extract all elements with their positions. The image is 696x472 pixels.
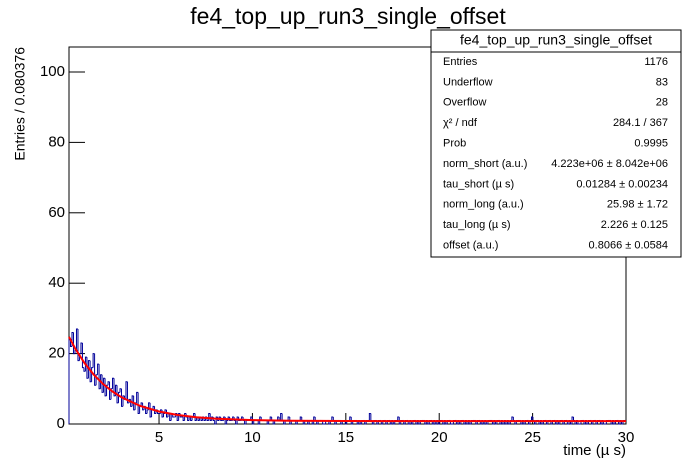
y-tick-label: 0 — [57, 415, 65, 432]
x-tick-label: 15 — [337, 429, 354, 446]
histogram-bin — [145, 406, 148, 414]
chart-title: fe4_top_up_run3_single_offset — [190, 3, 506, 29]
stats-label: Prob — [443, 138, 466, 150]
histogram-bin — [229, 416, 232, 421]
stats-label: Underflow — [443, 76, 493, 88]
histogram-bin — [125, 381, 128, 400]
x-tick-label: 5 — [155, 429, 163, 446]
stats-value: 284.1 / 367 — [613, 117, 668, 129]
histogram-bin — [187, 416, 190, 421]
histogram-bin — [116, 385, 119, 404]
histogram-bin — [77, 328, 80, 362]
stats-label: χ² / ndf — [443, 117, 478, 129]
stats-box: fe4_top_up_run3_single_offset Entries 117… — [430, 29, 682, 258]
stats-label: Entries — [443, 56, 478, 68]
stats-label: Overflow — [443, 97, 486, 109]
histogram-bin — [91, 367, 94, 382]
histogram-bin — [107, 381, 110, 386]
histogram-bin — [149, 402, 152, 418]
histogram-bin — [95, 374, 98, 386]
y-tick-label: 80 — [48, 133, 65, 150]
histogram-bin — [209, 413, 212, 421]
x-tick-label: 20 — [431, 429, 448, 446]
y-tick-label: 40 — [48, 274, 65, 291]
stats-value: 0.9995 — [634, 138, 668, 150]
histogram-bin — [80, 342, 83, 354]
histogram-bin — [119, 388, 122, 393]
histogram-bin — [72, 332, 75, 355]
histogram-bin — [112, 377, 115, 389]
histogram-bin — [169, 413, 172, 421]
stats-value: 4.223e+06 ± 8.042e+06 — [551, 158, 668, 170]
histogram-bin — [137, 392, 140, 414]
y-axis-label: Entries / 0.080376 — [12, 47, 28, 161]
histogram-bin — [87, 360, 91, 379]
stats-value: 28 — [656, 97, 668, 109]
histogram-bin — [83, 367, 86, 372]
stats-value: 25.98 ± 1.72 — [607, 199, 668, 211]
stats-label: norm_short (a.u.) — [443, 158, 527, 170]
histogram-bin — [120, 388, 123, 407]
stats-value: 1176 — [644, 56, 668, 68]
histogram-bin — [182, 416, 185, 421]
histogram-bin — [133, 395, 136, 411]
stats-frame — [430, 29, 682, 258]
stats-label: tau_short (µ s) — [443, 178, 514, 190]
histogram-bin — [194, 413, 197, 421]
stats-label: tau_long (µ s) — [443, 219, 510, 231]
x-tick-label: 30 — [618, 429, 635, 446]
stats-label: norm_long (a.u.) — [443, 199, 524, 211]
fit-curve — [68, 336, 626, 423]
stats-value: 83 — [656, 76, 668, 88]
stats-value: 0.8066 ± 0.0584 — [589, 240, 668, 252]
histogram-bin — [226, 419, 229, 424]
y-tick-label: 60 — [48, 204, 65, 221]
histogram-bin — [154, 406, 157, 414]
histogram-bin — [146, 409, 149, 414]
histogram-bin — [287, 416, 290, 421]
histogram-bin — [142, 402, 145, 411]
histogram-bin — [136, 391, 139, 403]
y-tick-label: 20 — [48, 345, 65, 362]
stats-title: fe4_top_up_run3_single_offset — [460, 32, 652, 48]
histogram-bin — [190, 416, 193, 421]
x-axis-label: time (µ s) — [563, 442, 626, 459]
x-tick-label: 25 — [524, 429, 541, 446]
stats-value: 2.226 ± 0.125 — [601, 219, 668, 231]
histogram-bin — [122, 395, 125, 407]
histogram-bin — [103, 377, 106, 393]
y-tick-label: 100 — [40, 63, 65, 80]
histogram-bin — [126, 381, 130, 404]
plot-area: 5 10 15 20 25 30 0 20 40 60 80 100 — [40, 46, 635, 446]
stats-label: offset (a.u.) — [443, 240, 498, 252]
stats-value: 0.01284 ± 0.00234 — [576, 178, 668, 190]
x-tick-label: 10 — [244, 429, 261, 446]
